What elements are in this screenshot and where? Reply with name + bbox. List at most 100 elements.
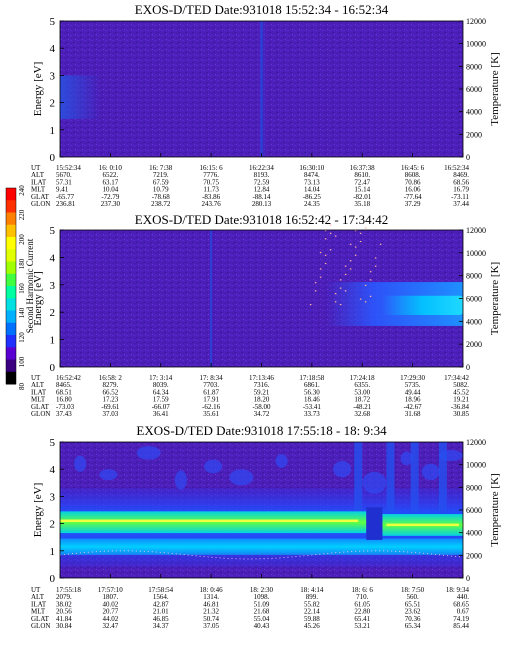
orbit-value: 14.04	[304, 186, 320, 194]
orbit-value: 30.84	[56, 622, 72, 630]
band-core-line	[60, 519, 359, 523]
orbit-value: -88.14	[252, 193, 271, 201]
orbit-value: 16: 7:38	[149, 164, 173, 172]
orbit-value: 236.81	[56, 200, 76, 208]
high-energy-blob	[421, 463, 440, 481]
orbit-value: 34.37	[153, 622, 169, 630]
orbit-value: 18: 0:46	[200, 586, 224, 594]
speckle-mark	[344, 273, 347, 276]
y2-tick-label: 0	[466, 153, 470, 162]
colorbar-label: Second Harmonic Current	[25, 238, 35, 333]
y2-tick-label: 4000	[466, 317, 482, 326]
orbit-value: 19.21	[453, 396, 469, 404]
orbit-value: 18.72	[354, 396, 370, 404]
speckle-mark	[354, 246, 357, 248]
orbit-value: 72.59	[254, 178, 270, 186]
colorbar-tick-label: 140	[18, 307, 26, 318]
high-energy-blob	[136, 446, 161, 460]
vertical-stripe	[210, 230, 213, 367]
orbit-value: 2079.	[56, 593, 72, 601]
orbit-value: 68.56	[453, 178, 469, 186]
orbit-value: 15:52:34	[56, 164, 81, 172]
speckle-mark	[319, 276, 322, 278]
speckle-mark	[324, 262, 327, 265]
orbit-value: 18.20	[254, 396, 270, 404]
y2-tick-label: 10000	[466, 40, 486, 49]
orbit-value: 8039.	[153, 381, 169, 389]
orbit-value: 16:52:42	[56, 374, 81, 382]
orbit-row-label: UT	[31, 164, 41, 172]
speckle-mark	[364, 284, 367, 286]
vertical-column	[386, 442, 395, 513]
spectrogram-area	[210, 224, 463, 367]
orbit-value: -48.21	[353, 403, 372, 411]
colorbar-swatch	[6, 200, 16, 213]
enhancement-core	[382, 295, 463, 315]
high-energy-blob	[99, 469, 118, 481]
orbit-row-label: UT	[31, 586, 41, 594]
orbit-value: 18: 9:34	[446, 586, 470, 594]
colorbar-swatch	[6, 188, 16, 201]
speckle-mark	[339, 287, 342, 289]
orbit-value: 17: 3:14	[149, 374, 173, 382]
orbit-value: 17:29:30	[400, 374, 425, 382]
orbit-value: 32.47	[103, 622, 119, 630]
high-energy-blob	[275, 454, 288, 468]
y-tick-label: 0	[50, 573, 56, 585]
orbit-value: 0.67	[457, 608, 470, 616]
y-tick-label: 3	[50, 280, 56, 292]
orbit-value: 44.02	[103, 615, 119, 623]
orbit-value: 7703.	[203, 381, 219, 389]
speckle-mark	[359, 232, 362, 234]
y2-tick-label: 12000	[466, 17, 486, 26]
speckle-mark	[344, 290, 347, 292]
speckle-mark	[329, 232, 332, 234]
spectrogram-area	[59, 442, 464, 568]
speckle-mark	[334, 301, 337, 303]
y-axis-label: Energy [eV]	[32, 483, 44, 537]
panel-title: EXOS-D/TED Date:931018 15:52:34 - 16:52:…	[135, 2, 389, 17]
y2-tick-label: 0	[466, 363, 470, 372]
orbit-value: 280.13	[252, 200, 272, 208]
speckle-mark	[319, 268, 322, 270]
orbit-value: 18: 6: 6	[352, 586, 374, 594]
colorbar-tick-label: 160	[18, 283, 26, 294]
orbit-value: -53.41	[303, 403, 322, 411]
orbit-value: 7316.	[254, 381, 270, 389]
y2-tick-label: 2000	[466, 130, 482, 139]
high-energy-blob	[74, 455, 87, 472]
orbit-value: 68.51	[56, 388, 72, 396]
colorbar-tick-label: 220	[18, 209, 26, 220]
orbit-value: -77.64	[404, 193, 423, 201]
speckle-mark	[324, 230, 327, 232]
orbit-value: 17: 8:34	[200, 374, 224, 382]
y2-tick-label: 0	[466, 574, 470, 583]
y-tick-label: 1	[50, 546, 56, 558]
orbit-value: 41.84	[56, 615, 72, 623]
orbit-value: -86.25	[303, 193, 322, 201]
orbit-value: -78.68	[152, 193, 171, 201]
orbit-row-label: GLON	[31, 622, 50, 630]
panel-1: EXOS-D/TED Date:931018 15:52:34 - 16:52:…	[31, 2, 501, 208]
y2-tick-label: 12000	[466, 226, 486, 235]
speckle-mark	[329, 224, 332, 226]
orbit-value: 74.19	[453, 615, 469, 623]
colorbar-tick-label: 240	[18, 185, 26, 196]
orbit-value: 42.87	[153, 600, 169, 608]
orbit-value: 15.14	[354, 186, 370, 194]
orbit-value: 8465.	[56, 381, 72, 389]
orbit-value: 7219.	[153, 171, 169, 179]
high-energy-blob	[174, 470, 187, 490]
orbit-value: 18: 2:30	[250, 586, 274, 594]
colorbar-swatch	[6, 224, 16, 238]
orbit-value: 17.91	[203, 396, 219, 404]
orbit-value: 11.73	[203, 186, 219, 194]
orbit-value: 20.77	[103, 608, 119, 616]
y2-axis-label: Temperature [K]	[489, 262, 501, 335]
y-tick-label: 1	[50, 335, 56, 347]
orbit-row-label: GLAT	[31, 615, 50, 623]
orbit-value: 24.35	[304, 200, 320, 208]
orbit-value: 1098.	[254, 593, 270, 601]
